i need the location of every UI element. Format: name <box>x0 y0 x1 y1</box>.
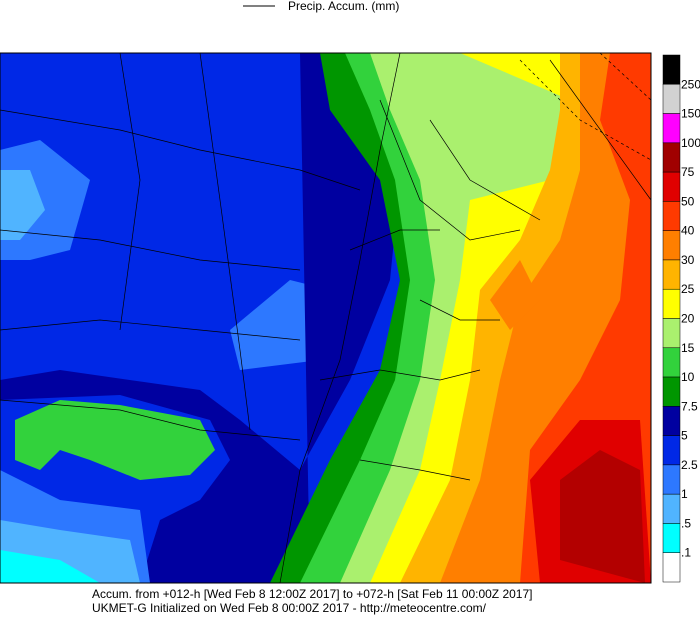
colorbar-bin <box>662 376 681 407</box>
colorbar-label: 1 <box>681 487 688 501</box>
colorbar-label: 7.5 <box>681 399 698 413</box>
colorbar-bin <box>662 171 681 202</box>
colorbar-bin <box>662 347 681 378</box>
colorbar-bin <box>662 493 681 524</box>
colorbar-label: 100 <box>681 136 700 150</box>
footer-line: Accum. from +012-h [Wed Feb 8 12:00Z 201… <box>92 587 533 601</box>
legend-label: Precip. Accum. (mm) <box>288 0 399 13</box>
colorbar-label: 30 <box>681 253 695 267</box>
colorbar-label: 2.5 <box>681 458 698 472</box>
colorbar-label: 20 <box>681 312 695 326</box>
footer-line: UKMET-G Initialized on Wed Feb 8 00:00Z … <box>92 601 487 615</box>
colorbar-bin <box>662 523 681 553</box>
colorbar-bin <box>662 288 681 319</box>
map <box>0 52 652 584</box>
colorbar-label: 75 <box>681 165 695 179</box>
colorbar-bin <box>662 318 681 349</box>
colorbar-label: 15 <box>681 341 695 355</box>
colorbar-label: 25 <box>681 282 695 296</box>
colorbar-label: .1 <box>681 546 691 560</box>
colorbar-bin <box>662 113 681 144</box>
colorbar-bin <box>662 201 681 231</box>
colorbar-bin <box>662 435 681 466</box>
colorbar-label: 5 <box>681 429 688 443</box>
colorbar-label: 250 <box>681 77 700 91</box>
colorbar-label: 40 <box>681 224 695 238</box>
colorbar-label: .5 <box>681 516 691 530</box>
colorbar-bin <box>662 54 681 85</box>
colorbar-bin <box>662 464 681 495</box>
colorbar-bin <box>662 142 681 173</box>
colorbar-bin <box>662 230 681 261</box>
colorbar-label: 150 <box>681 107 700 121</box>
colorbar-label: 50 <box>681 194 695 208</box>
colorbar: 250 150 100 75 50 40 30 25 20 15 10 7.5 5 2.5 1 .5 .1 <box>662 54 700 583</box>
colorbar-bin <box>662 552 681 583</box>
colorbar-bin <box>662 406 681 436</box>
colorbar-label: 10 <box>681 370 695 384</box>
colorbar-bin <box>662 84 681 114</box>
colorbar-bin <box>662 259 681 290</box>
